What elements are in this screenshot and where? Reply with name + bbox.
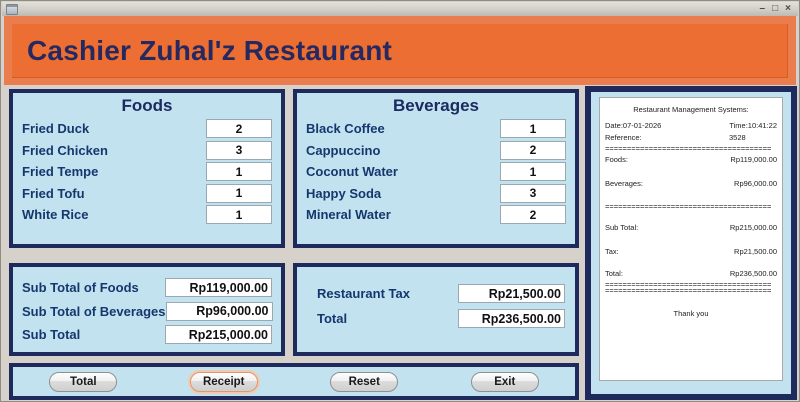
action-button-bar: Total Receipt Reset Exit [9, 363, 579, 400]
fried-tempe-qty-input[interactable] [206, 162, 272, 182]
beverage-row-cappuccino: Cappuccino [297, 140, 575, 162]
receipt-foods-value: Rp119,000.00 [730, 155, 777, 164]
grand-total-row: Total [297, 306, 575, 331]
receipt-total-row: Total: Rp236,500.00 [605, 268, 777, 280]
fried-tempe-label: Fried Tempe [22, 164, 99, 180]
food-row-fried-tofu: Fried Tofu [13, 183, 281, 205]
header-banner: Cashier Zuhal'z Restaurant [4, 16, 796, 85]
fried-duck-label: Fried Duck [22, 121, 90, 137]
beverage-row-mineral-water: Mineral Water [297, 204, 575, 226]
receipt-separator: ====================================== [605, 286, 772, 295]
app-icon [6, 3, 18, 15]
reset-button[interactable]: Reset [330, 371, 399, 392]
header-banner-inner: Cashier Zuhal'z Restaurant [12, 24, 788, 78]
receipt-tax-row: Tax: Rp21,500.00 [605, 246, 777, 258]
receipt-date-row: Date:07-01-2026 Time:10:41:22 [605, 120, 777, 132]
subtotal-value[interactable] [165, 325, 272, 345]
happy-soda-label: Happy Soda [306, 185, 382, 201]
receipt-separator: ====================================== [605, 280, 772, 289]
beverage-row-happy-soda: Happy Soda [297, 183, 575, 205]
beverage-row-black-coffee: Black Coffee [297, 118, 575, 140]
mineral-water-qty-input[interactable] [500, 205, 566, 225]
receipt-tax-label: Tax: [605, 247, 619, 256]
foods-panel: Foods Fried Duck Fried Chicken Fried Tem… [9, 89, 285, 248]
total-button[interactable]: Total [49, 371, 118, 392]
black-coffee-label: Black Coffee [306, 121, 385, 137]
restaurant-tax-label: Restaurant Tax [317, 286, 410, 301]
titlebar: – □ × [2, 2, 798, 16]
receipt-total-value: Rp236,500.00 [729, 269, 777, 278]
white-rice-qty-input[interactable] [206, 205, 272, 225]
receipt-tax-value: Rp21,500.00 [734, 247, 777, 256]
subtotal-panel: Sub Total of Foods Sub Total of Beverage… [9, 263, 285, 356]
grand-total-label: Total [317, 311, 348, 326]
receipt-time: Time:10:41:22 [729, 121, 777, 130]
restaurant-tax-value[interactable] [458, 284, 565, 303]
subtotal-label: Sub Total [22, 327, 81, 343]
page-title: Cashier Zuhal'z Restaurant [27, 35, 393, 66]
receipt-reference-row: Reference: 3528 [605, 132, 777, 144]
coconut-water-qty-input[interactable] [500, 162, 566, 182]
exit-button[interactable]: Exit [470, 371, 539, 392]
tax-total-panel: Restaurant Tax Total [293, 263, 579, 356]
fried-duck-qty-input[interactable] [206, 119, 272, 139]
receipt-button[interactable]: Receipt [189, 371, 258, 392]
subtotal-beverages-value[interactable] [165, 301, 273, 321]
receipt-total-label: Total: [605, 269, 623, 278]
beverages-panel: Beverages Black Coffee Cappuccino Coconu… [293, 89, 579, 248]
receipt-subtotal-value: Rp215,000.00 [729, 223, 777, 232]
receipt-foods-row: Foods: Rp119,000.00 [605, 154, 777, 166]
beverages-panel-title: Beverages [392, 96, 479, 115]
receipt-paper: Restaurant Management Systems: Date:07-0… [599, 97, 783, 381]
receipt-beverages-row: Beverages: Rp96,000.00 [605, 178, 777, 190]
receipt-reference-value: 3528 [729, 133, 746, 142]
grand-total-value[interactable] [458, 309, 565, 328]
receipt-footer: Thank you [673, 309, 709, 318]
receipt-beverages-label: Beverages: [605, 179, 643, 188]
white-rice-label: White Rice [22, 207, 89, 223]
beverage-row-coconut-water: Coconut Water [297, 161, 575, 183]
subtotal-foods-row: Sub Total of Foods [13, 276, 281, 300]
food-row-fried-tempe: Fried Tempe [13, 161, 281, 183]
receipt-separator: ====================================== [605, 144, 772, 153]
subtotal-row: Sub Total [13, 323, 281, 347]
subtotal-beverages-label: Sub Total of Beverages [22, 303, 166, 319]
coconut-water-label: Coconut Water [306, 164, 398, 180]
receipt-beverages-value: Rp96,000.00 [734, 179, 777, 188]
happy-soda-qty-input[interactable] [500, 183, 566, 203]
food-row-fried-duck: Fried Duck [13, 118, 281, 140]
minimize-button[interactable]: – [759, 3, 766, 14]
receipt-header: Restaurant Management Systems: [633, 105, 749, 114]
receipt-subtotal-label: Sub Total: [605, 223, 639, 232]
cappuccino-qty-input[interactable] [500, 140, 566, 160]
fried-chicken-label: Fried Chicken [22, 142, 108, 158]
fried-tofu-qty-input[interactable] [206, 183, 272, 203]
receipt-foods-label: Foods: [605, 155, 628, 164]
receipt-subtotal-row: Sub Total: Rp215,000.00 [605, 222, 777, 234]
fried-chicken-qty-input[interactable] [206, 140, 272, 160]
receipt-separator: ====================================== [605, 202, 772, 211]
subtotal-foods-label: Sub Total of Foods [22, 280, 139, 296]
receipt-reference-label: Reference: [605, 133, 642, 142]
mineral-water-label: Mineral Water [306, 207, 391, 223]
food-row-fried-chicken: Fried Chicken [13, 140, 281, 162]
cappuccino-label: Cappuccino [306, 142, 381, 158]
receipt-panel: Restaurant Management Systems: Date:07-0… [585, 86, 797, 400]
receipt-date: Date:07-01-2026 [605, 121, 662, 130]
close-button[interactable]: × [785, 3, 791, 14]
fried-tofu-label: Fried Tofu [22, 185, 85, 201]
restaurant-tax-row: Restaurant Tax [297, 281, 575, 306]
foods-panel-title: Foods [121, 96, 173, 115]
food-row-white-rice: White Rice [13, 204, 281, 226]
maximize-button[interactable]: □ [772, 3, 779, 14]
subtotal-beverages-row: Sub Total of Beverages [13, 300, 281, 324]
black-coffee-qty-input[interactable] [500, 119, 566, 139]
subtotal-foods-value[interactable] [165, 278, 272, 298]
